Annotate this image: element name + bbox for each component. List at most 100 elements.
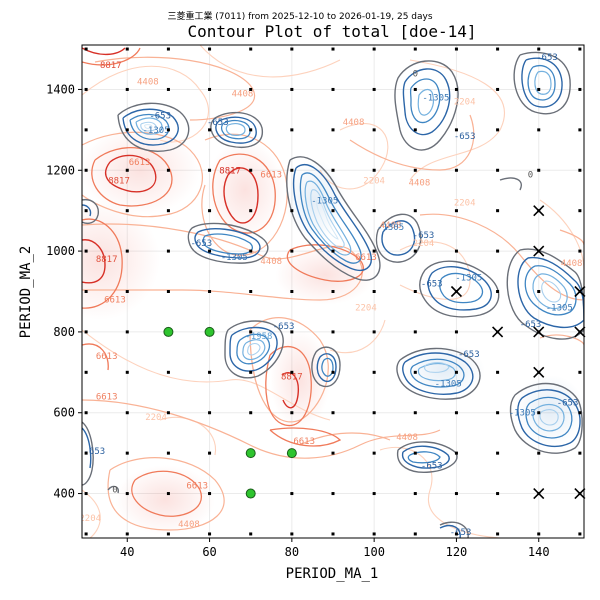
chart-suptitle: 三菱重工業 (7011) from 2025-12-10 to 2026-01-… xyxy=(167,10,432,22)
doe-grid-point xyxy=(125,411,129,415)
doe-grid-point xyxy=(372,451,376,455)
x-tick-label: 140 xyxy=(528,545,550,559)
doe-grid-point xyxy=(372,370,376,374)
doe-grid-point xyxy=(290,370,294,374)
doe-grid-point xyxy=(166,47,170,51)
contour-level-label: -1305 xyxy=(455,273,482,283)
doe-grid-point xyxy=(208,411,212,415)
doe-grid-point xyxy=(84,532,88,536)
contour-level-label: -1305 xyxy=(311,197,338,207)
doe-grid-point xyxy=(413,330,417,334)
contour-level-label: 4408 xyxy=(396,433,418,443)
doe-grid-point xyxy=(84,128,88,132)
contour-level-label: 2204 xyxy=(413,239,435,249)
contour-level-label: 6613 xyxy=(293,437,315,447)
contour-level-label: 2204 xyxy=(454,98,476,108)
doe-grid-point xyxy=(166,370,170,374)
doe-grid-point xyxy=(331,532,335,536)
doe-grid-point xyxy=(290,87,294,91)
contour-level-label: 4408 xyxy=(178,520,200,530)
contour-level-label: 8817 xyxy=(100,61,122,71)
doe-grid-point xyxy=(331,451,335,455)
contour-level-label: -653 xyxy=(450,528,472,538)
doe-grid-point xyxy=(496,492,500,496)
doe-grid-point xyxy=(208,249,212,253)
doe-grid-point xyxy=(372,411,376,415)
contour-level-label: -653 xyxy=(520,320,542,330)
contour-level-label: -653 xyxy=(454,132,476,142)
doe-grid-point xyxy=(125,47,129,51)
doe-grid-point xyxy=(290,290,294,293)
contour-level-label: 4408 xyxy=(561,259,583,269)
worst-point-marker xyxy=(533,487,545,500)
doe-grid-point xyxy=(125,128,129,132)
doe-grid-point xyxy=(454,209,458,213)
contour-level-label: -653 xyxy=(536,53,558,63)
doe-grid-point xyxy=(537,290,541,293)
doe-grid-point xyxy=(125,290,129,293)
contour-level-label: 4408 xyxy=(343,118,365,128)
x-tick-label: 120 xyxy=(446,545,468,559)
doe-grid-point xyxy=(372,87,376,91)
contour-field: 8817 6613 6613 8817 4408 6613 8817 8817 6613 4408… xyxy=(82,45,584,538)
doe-grid-point xyxy=(331,87,335,91)
doe-grid-point xyxy=(372,249,376,253)
doe-grid-point xyxy=(125,330,129,334)
contour-level-label: -1305 xyxy=(422,94,449,104)
doe-grid-point xyxy=(331,249,335,253)
doe-grid-point xyxy=(249,370,253,374)
doe-grid-point xyxy=(454,330,458,334)
doe-grid-point xyxy=(84,370,88,374)
contour-level-label: -1305 xyxy=(509,409,536,419)
doe-grid-point xyxy=(331,411,335,415)
worst-point-marker xyxy=(574,487,586,500)
doe-grid-point xyxy=(125,532,129,536)
contour-level-label: 8817 xyxy=(108,176,130,186)
doe-grid-point xyxy=(125,492,129,496)
doe-grid-point xyxy=(331,370,335,374)
best-point-marker xyxy=(245,448,256,459)
doe-grid-point xyxy=(249,249,253,253)
doe-grid-point xyxy=(578,87,582,91)
doe-grid-point xyxy=(125,249,129,253)
doe-grid-point xyxy=(578,532,582,536)
doe-grid-point xyxy=(413,492,417,496)
doe-grid-point xyxy=(496,209,500,213)
doe-grid-point xyxy=(413,532,417,536)
doe-grid-point xyxy=(578,411,582,415)
worst-point-marker xyxy=(492,326,504,338)
doe-grid-point xyxy=(290,492,294,496)
doe-grid-point xyxy=(413,128,417,132)
doe-grid-point xyxy=(125,87,129,91)
y-tick-label: 1200 xyxy=(46,163,75,177)
doe-grid-point xyxy=(537,128,541,132)
doe-grid-point xyxy=(372,209,376,213)
doe-grid-point xyxy=(166,87,170,91)
worst-point-marker xyxy=(533,205,545,217)
doe-grid-point xyxy=(290,168,294,172)
doe-grid-point xyxy=(84,168,88,172)
doe-grid-point xyxy=(578,249,582,253)
x-tick-label: 80 xyxy=(285,545,299,559)
best-point-marker xyxy=(245,488,256,499)
doe-grid-point xyxy=(496,87,500,91)
doe-grid-point xyxy=(125,209,129,213)
doe-grid-point xyxy=(578,209,582,213)
contour-label-layer: 8817 6613 6613 8817 4408 6613 8817 8817 6613 4408… xyxy=(82,53,583,538)
contour-level-label: -653 xyxy=(421,461,443,471)
contour-level-label: -653 xyxy=(421,279,443,289)
doe-grid-point xyxy=(537,532,541,536)
doe-grid-point xyxy=(496,249,500,253)
doe-grid-point xyxy=(84,47,88,51)
doe-grid-point xyxy=(413,451,417,455)
doe-grid-point xyxy=(496,168,500,172)
contour-level-label: 2204 xyxy=(454,199,476,209)
doe-grid-point xyxy=(290,330,294,334)
doe-grid-point xyxy=(249,128,253,132)
doe-grid-point xyxy=(413,209,417,213)
doe-grid-point xyxy=(454,411,458,415)
doe-grid-point xyxy=(454,168,458,172)
doe-grid-point xyxy=(249,411,253,415)
doe-grid-point xyxy=(496,411,500,415)
doe-grid-point xyxy=(413,87,417,91)
